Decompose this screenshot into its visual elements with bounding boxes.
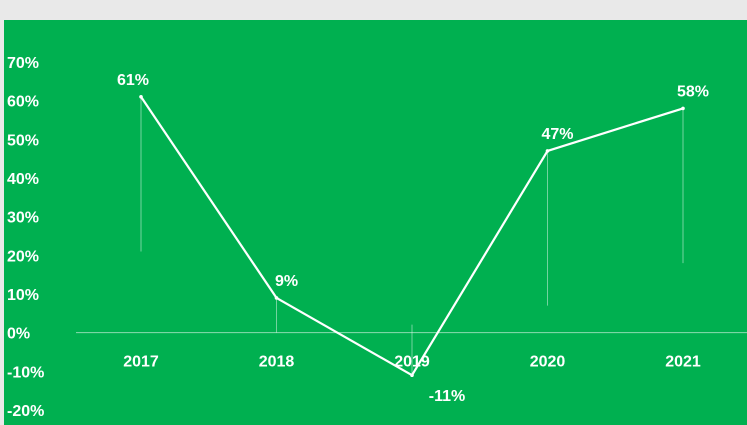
y-tick-label: 30% [7,210,39,227]
data-point [274,296,279,300]
y-tick-label: 20% [7,248,39,265]
data-label: 47% [541,126,573,143]
y-tick-label: 50% [7,132,39,149]
x-tick-label: 2021 [665,354,701,371]
data-point [139,95,143,99]
data-label: -11% [429,388,465,405]
x-tick-label: 2018 [259,354,295,371]
y-tick-label: -20% [7,403,44,420]
chart-panel [4,20,747,425]
x-tick-label: 2017 [123,354,159,371]
y-tick-label: 60% [7,94,39,111]
y-tick-label: 70% [7,55,39,72]
y-tick-label: 40% [7,171,39,188]
data-point [545,149,550,153]
x-tick-label: 2019 [394,354,430,371]
data-point [681,106,685,111]
y-tick-label: 0% [7,326,30,343]
data-label: 9% [275,273,298,290]
x-tick-label: 2020 [530,354,566,371]
data-label: 61% [117,72,149,89]
data-label: 58% [677,83,709,100]
data-point [410,373,414,378]
y-tick-label: 10% [7,287,39,304]
y-tick-label: -10% [7,364,44,381]
